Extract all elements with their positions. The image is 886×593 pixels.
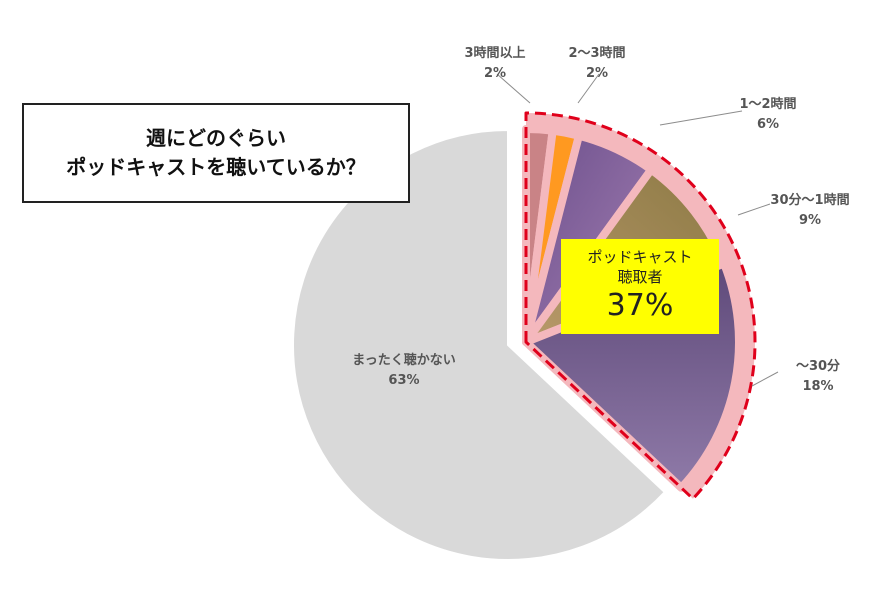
leader-line — [496, 73, 531, 104]
leader-line — [659, 110, 743, 126]
slice-label-1-2h: 1〜2時間 6% — [739, 95, 796, 135]
leader-line — [577, 73, 600, 104]
slice-label-3h-plus: 3時間以上 2% — [464, 44, 525, 84]
slice-label-text: 3時間以上 — [464, 46, 526, 61]
callout-line-2: 聴取者 — [617, 267, 663, 286]
slice-label-value: 2% — [585, 66, 609, 82]
listener-callout: ポッドキャスト 聴取者 37% — [561, 239, 719, 334]
leader-line — [737, 203, 771, 216]
slice-label-under-30m: 〜30分 18% — [796, 357, 840, 397]
chart-title-box: 週にどのぐらい ポッドキャストを聴いているか？ — [22, 103, 410, 203]
slice-label-text: 〜30分 — [795, 359, 841, 374]
slice-label-2-3h: 2〜3時間 2% — [568, 44, 625, 84]
slice-label-value: 9% — [798, 213, 822, 229]
slice-label-value: 18% — [802, 379, 834, 395]
slice-label-text: 30分〜1時間 — [770, 193, 850, 208]
slice-label-value: 63% — [388, 373, 420, 389]
slice-label-text: 1〜2時間 — [739, 97, 797, 112]
chart-title-line-2: ポッドキャストを聴いているか？ — [66, 155, 366, 179]
chart-title-line-1: 週にどのぐらい — [146, 126, 286, 150]
slice-label-text: 2〜3時間 — [568, 46, 626, 61]
listener-group-dashed-border — [524, 111, 757, 501]
slice-label-never: まったく聴かない 63% — [352, 351, 455, 391]
slice-label-text: まったく聴かない — [352, 353, 456, 368]
slice-label-30m-1h: 30分〜1時間 9% — [770, 191, 849, 231]
callout-line-1: ポッドキャスト — [587, 248, 693, 267]
slice-label-value: 6% — [756, 117, 780, 133]
callout-value: 37% — [606, 288, 674, 324]
leader-line — [751, 371, 779, 387]
slice-label-value: 2% — [483, 66, 507, 82]
